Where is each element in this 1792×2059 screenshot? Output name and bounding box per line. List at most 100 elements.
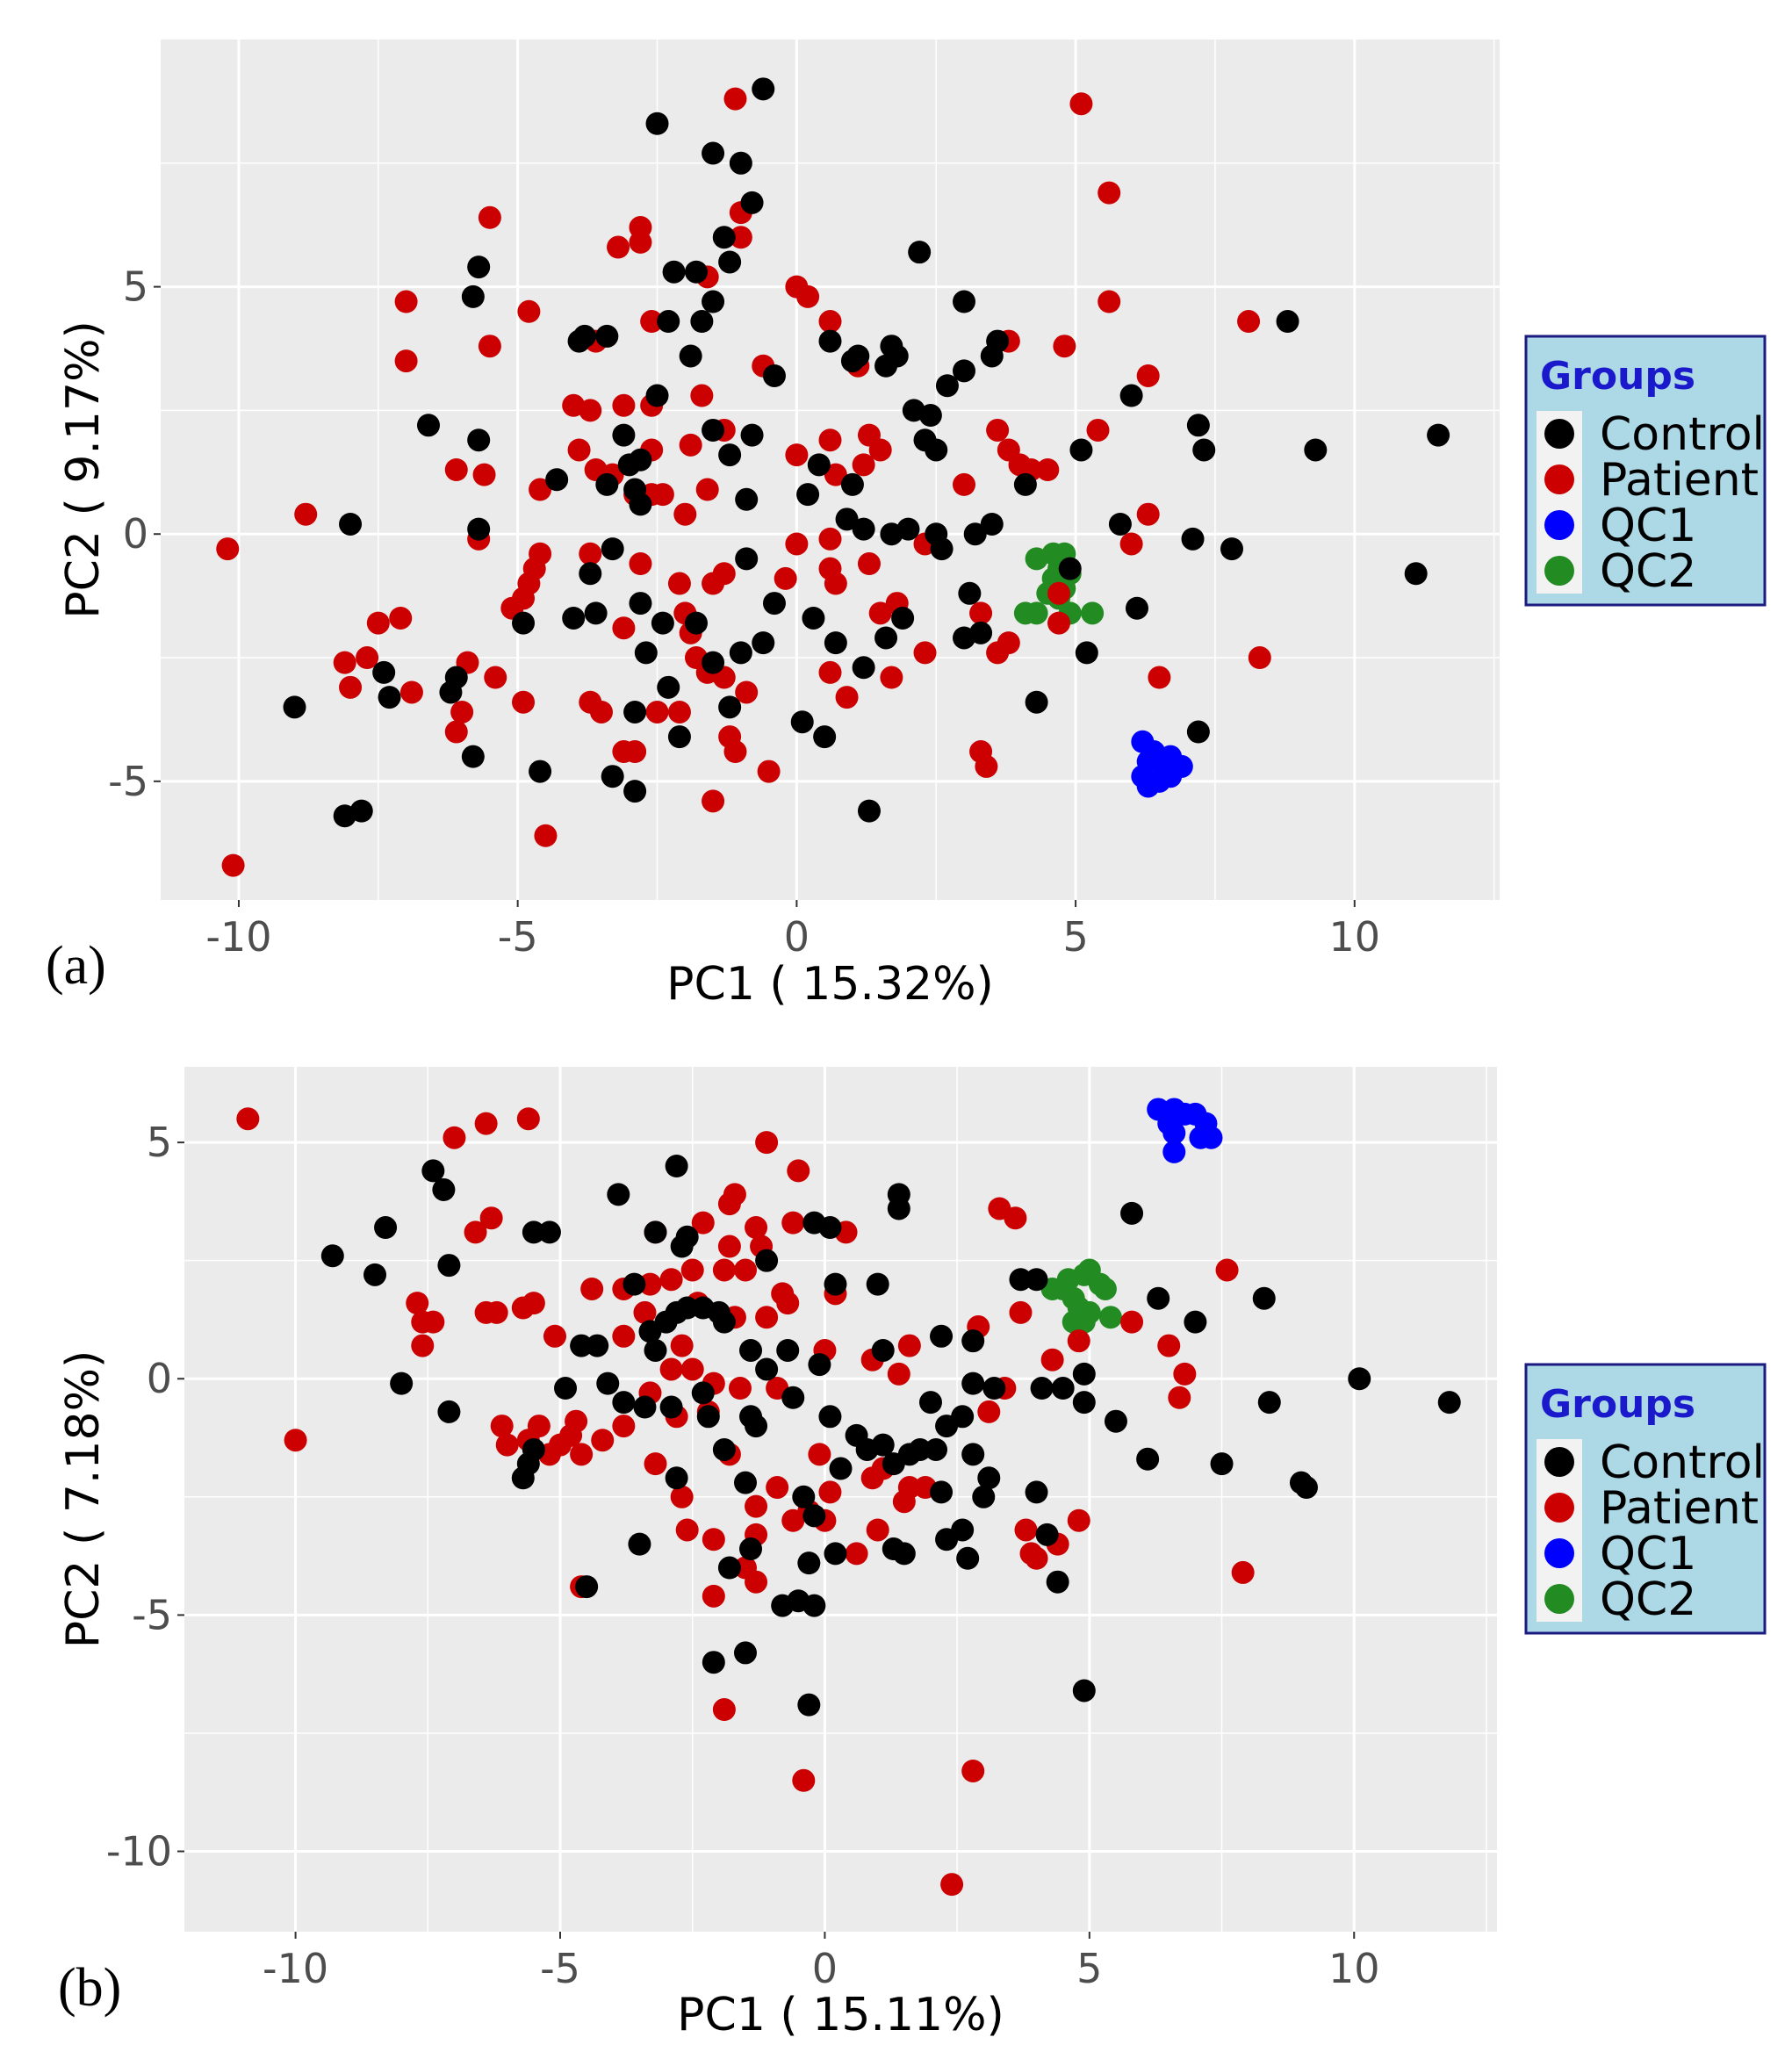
point-control xyxy=(871,1433,895,1457)
point-patient xyxy=(394,290,418,313)
point-control xyxy=(691,1381,715,1405)
point-control xyxy=(1046,1570,1069,1594)
point-patient xyxy=(333,651,356,674)
point-control xyxy=(735,547,759,571)
point-control xyxy=(702,651,725,674)
point-control xyxy=(1035,1523,1059,1546)
point-control xyxy=(792,1485,816,1508)
point-control xyxy=(570,1334,594,1357)
panel-a-x-ticks: -10 -5 0 5 10 xyxy=(205,900,1380,961)
point-patient xyxy=(691,1211,715,1235)
point-control xyxy=(790,710,814,734)
legend-key-qc1 xyxy=(1544,510,1574,540)
point-control xyxy=(1210,1452,1234,1476)
point-control xyxy=(885,344,909,368)
point-control xyxy=(813,725,837,749)
point-control xyxy=(866,1272,889,1296)
point-patient xyxy=(695,478,719,501)
point-control xyxy=(797,1693,821,1717)
point-control xyxy=(1069,438,1093,462)
point-control xyxy=(755,1357,779,1381)
point-control xyxy=(969,621,993,644)
point-patient xyxy=(339,675,363,699)
point-control xyxy=(807,453,831,477)
point-control xyxy=(797,1551,821,1575)
panel-a-y-axis-title: PC2 ( 9.17%) xyxy=(57,320,110,619)
point-control xyxy=(623,780,647,803)
x-tick-label: 0 xyxy=(784,913,810,961)
point-patient xyxy=(818,428,842,452)
point-patient xyxy=(792,1768,816,1792)
point-patient xyxy=(887,1362,910,1386)
point-patient xyxy=(579,542,602,565)
point-control xyxy=(421,1159,445,1183)
point-control xyxy=(1437,1391,1461,1415)
point-patient xyxy=(623,740,647,764)
x-tick-label: 5 xyxy=(1076,1945,1102,1992)
point-patient xyxy=(1040,1348,1064,1371)
point-control xyxy=(1072,1679,1096,1703)
point-patient xyxy=(670,1334,694,1357)
point-control xyxy=(712,226,736,249)
point-control xyxy=(740,191,764,214)
point-qc2 xyxy=(1025,601,1048,625)
point-control xyxy=(829,1457,853,1480)
point-control xyxy=(628,1532,651,1556)
point-patient xyxy=(1215,1258,1239,1282)
point-control xyxy=(644,1338,667,1362)
point-control xyxy=(925,1437,948,1461)
point-control xyxy=(1072,1362,1096,1386)
point-patient xyxy=(1148,666,1171,689)
point-patient xyxy=(490,1415,514,1438)
point-patient xyxy=(787,1159,810,1183)
panel-a-y-ticks: -5 0 5 xyxy=(108,263,161,805)
point-control xyxy=(802,1504,826,1528)
point-patient xyxy=(464,1220,487,1244)
point-control xyxy=(651,611,674,635)
point-control xyxy=(935,374,959,398)
point-qc2 xyxy=(1072,1310,1096,1334)
point-control xyxy=(1257,1391,1281,1415)
y-tick-label: 5 xyxy=(123,263,148,311)
point-control xyxy=(963,522,987,546)
point-control xyxy=(685,260,708,284)
y-tick-label: 0 xyxy=(123,510,148,558)
point-patient xyxy=(785,532,809,556)
point-patient xyxy=(366,611,390,635)
point-patient xyxy=(857,552,881,576)
point-control xyxy=(529,760,552,783)
point-patient xyxy=(712,1698,736,1722)
point-control xyxy=(575,1575,599,1599)
point-control xyxy=(349,799,373,823)
point-patient xyxy=(667,572,691,595)
point-control xyxy=(645,384,669,407)
point-control xyxy=(908,1437,932,1461)
point-qc1 xyxy=(1199,1126,1223,1149)
point-patient xyxy=(852,453,875,477)
point-patient xyxy=(629,552,652,576)
legend-label-qc1: QC1 xyxy=(1600,500,1696,552)
point-patient xyxy=(612,1324,636,1348)
point-patient xyxy=(1173,1362,1197,1386)
point-control xyxy=(835,508,859,531)
point-patient xyxy=(284,1429,307,1452)
point-control xyxy=(665,1155,688,1178)
point-patient xyxy=(221,853,245,877)
point-control xyxy=(467,428,491,452)
point-control xyxy=(818,1405,842,1429)
legend-key-qc1 xyxy=(1544,1538,1574,1568)
point-control xyxy=(712,1310,736,1334)
point-patient xyxy=(745,1494,768,1518)
point-control xyxy=(461,745,485,768)
point-control xyxy=(432,1177,456,1201)
point-control xyxy=(918,1391,942,1415)
point-control xyxy=(874,626,898,650)
point-control xyxy=(956,1546,980,1570)
point-patient xyxy=(796,284,820,308)
panel-b-legend-title: Groups xyxy=(1540,1382,1695,1427)
point-patient xyxy=(612,616,636,640)
point-control xyxy=(633,1395,657,1419)
point-patient xyxy=(1009,1300,1033,1324)
point-patient xyxy=(484,666,507,689)
point-patient xyxy=(511,1296,535,1320)
